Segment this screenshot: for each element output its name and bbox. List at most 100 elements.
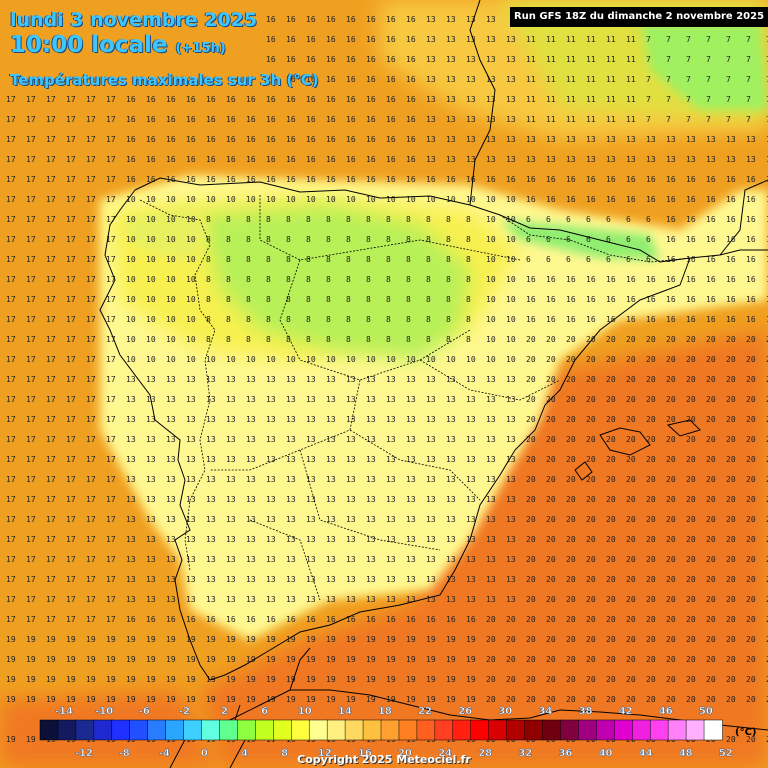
grid-value: 20: [686, 695, 696, 704]
grid-value: 20: [546, 695, 556, 704]
grid-value: 20: [746, 515, 756, 524]
grid-value: 17: [46, 415, 56, 424]
grid-value: 10: [486, 315, 496, 324]
grid-value: 8: [386, 335, 391, 344]
grid-value: 13: [126, 595, 136, 604]
legend-swatch: [416, 719, 436, 741]
grid-value: 17: [46, 395, 56, 404]
grid-value: 8: [206, 275, 211, 284]
grid-value: 20: [766, 495, 768, 504]
legend-swatch: [398, 719, 418, 741]
grid-value: 16: [346, 75, 356, 84]
grid-value: 20: [686, 675, 696, 684]
grid-value: 8: [346, 295, 351, 304]
grid-value: 16: [186, 155, 196, 164]
grid-value: 10: [226, 195, 236, 204]
grid-value: 19: [226, 655, 236, 664]
grid-value: 10: [506, 255, 516, 264]
grid-value: 20: [526, 455, 536, 464]
grid-value: 10: [326, 195, 336, 204]
legend-top-label: -14: [55, 706, 73, 717]
grid-value: 20: [606, 495, 616, 504]
grid-value: 13: [386, 375, 396, 384]
grid-value: 17: [26, 115, 36, 124]
grid-value: 10: [126, 295, 136, 304]
grid-value: 16: [726, 295, 736, 304]
grid-value: 16: [326, 95, 336, 104]
grid-value: 16: [286, 135, 296, 144]
grid-value: 13: [186, 575, 196, 584]
grid-value: 13: [206, 495, 216, 504]
grid-value: 8: [346, 315, 351, 324]
grid-value: 17: [26, 455, 36, 464]
grid-value: 13: [306, 535, 316, 544]
grid-value: 19: [266, 635, 276, 644]
grid-value: 17: [6, 375, 16, 384]
grid-value: 13: [486, 455, 496, 464]
grid-value: 13: [206, 515, 216, 524]
legend-swatch: [344, 719, 364, 741]
grid-value: 13: [326, 415, 336, 424]
grid-value: 19: [166, 695, 176, 704]
grid-value: 16: [126, 155, 136, 164]
grid-value: 13: [166, 435, 176, 444]
grid-value: 20: [606, 595, 616, 604]
grid-value: 16: [726, 255, 736, 264]
grid-value: 20: [746, 695, 756, 704]
grid-value: 20: [646, 595, 656, 604]
legend-swatch: [291, 719, 310, 741]
grid-value: 13: [466, 75, 476, 84]
grid-value: 13: [366, 415, 376, 424]
grid-value: 8: [426, 235, 431, 244]
grid-value: 11: [586, 115, 596, 124]
grid-value: 20: [586, 375, 596, 384]
grid-value: 13: [206, 575, 216, 584]
legend-bottom-labels: -12 -8 -4 0 4 8 12 16 20 24 28 32 36 40 44 48 52: [75, 748, 733, 759]
grid-value: 10: [486, 255, 496, 264]
grid-value: 13: [346, 535, 356, 544]
grid-value: 6: [606, 215, 611, 224]
grid-value: 20: [746, 415, 756, 424]
grid-value: 13: [186, 395, 196, 404]
grid-value: 13: [366, 455, 376, 464]
grid-value: 16: [646, 175, 656, 184]
grid-value: 11: [526, 55, 536, 64]
grid-value: 17: [6, 215, 16, 224]
grid-value: 6: [566, 215, 571, 224]
grid-value: 19: [386, 655, 396, 664]
grid-value: 11: [606, 95, 616, 104]
grid-value: 13: [466, 475, 476, 484]
grid-value: 20: [546, 455, 556, 464]
grid-value: 16: [266, 35, 276, 44]
grid-value: 13: [686, 135, 696, 144]
grid-value: 13: [446, 575, 456, 584]
balearic-menorca: [666, 419, 701, 437]
grid-value: 16: [446, 615, 456, 624]
grid-value: 20: [566, 655, 576, 664]
grid-value: 20: [726, 455, 736, 464]
grid-value: 19: [286, 655, 296, 664]
grid-value: 16: [706, 255, 716, 264]
grid-value: 20: [686, 495, 696, 504]
grid-value: 13: [526, 155, 536, 164]
grid-value: 13: [206, 415, 216, 424]
grid-value: 16: [346, 175, 356, 184]
grid-value: 10: [126, 215, 136, 224]
grid-value: 13: [166, 495, 176, 504]
grid-value: 17: [26, 295, 36, 304]
grid-value: 16: [666, 275, 676, 284]
legend-bottom-label: 24: [438, 748, 452, 759]
grid-value: 19: [66, 675, 76, 684]
grid-value: 13: [666, 135, 676, 144]
grid-value: 8: [246, 255, 251, 264]
grid-value: 17: [26, 315, 36, 324]
grid-value: 6: [626, 235, 631, 244]
grid-value: 17: [26, 95, 36, 104]
grid-value: 16: [386, 95, 396, 104]
grid-value: 16: [746, 195, 756, 204]
grid-value: 19: [66, 695, 76, 704]
grid-value: 8: [426, 335, 431, 344]
grid-value: 20: [686, 655, 696, 664]
grid-value: 16: [706, 275, 716, 284]
grid-value: 17: [26, 355, 36, 364]
